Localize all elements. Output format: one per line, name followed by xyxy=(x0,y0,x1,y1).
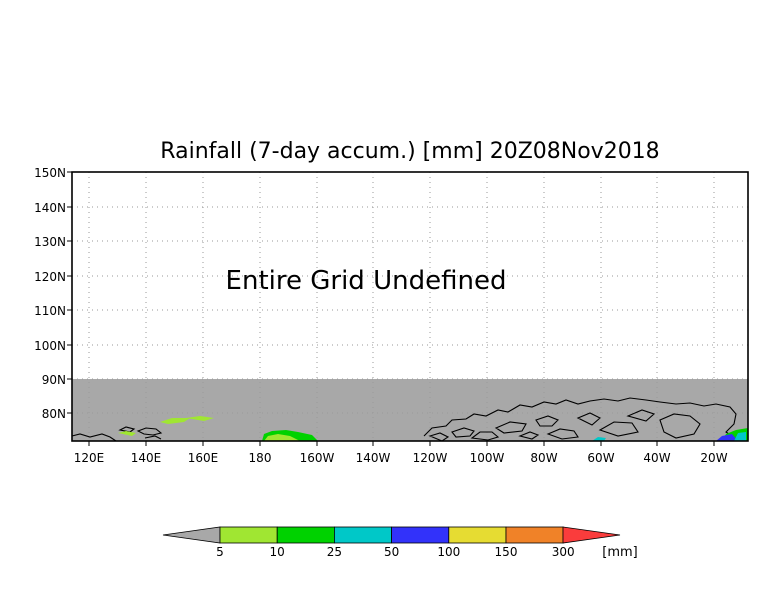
rain-patch-kurils xyxy=(118,416,214,436)
colorbar-tick-label: 150 xyxy=(495,545,518,559)
colorbar-tick-label: 50 xyxy=(384,545,399,559)
colorbar-bin xyxy=(391,526,450,544)
latitude-label: 90N xyxy=(42,373,66,387)
colorbar-above-triangle xyxy=(562,526,621,544)
coastline-greenland-east xyxy=(659,413,701,439)
longitude-label: 140W xyxy=(356,451,391,465)
colorbar-bin xyxy=(333,526,392,544)
colorbar-tick-labels: 5 10 25 50 100 150 300 xyxy=(216,545,574,559)
rainfall-patches xyxy=(118,416,748,441)
coastline-outlines xyxy=(71,397,749,442)
latitude-label: 100N xyxy=(34,339,66,353)
colorbar-tick-label: 25 xyxy=(327,545,342,559)
rain-patch-greenland-east-mid xyxy=(734,432,746,441)
map-panel xyxy=(71,171,749,442)
latitude-label: 140N xyxy=(34,201,66,215)
colorbar-bin xyxy=(219,526,278,544)
longitude-label: 40W xyxy=(643,451,670,465)
colorbar-bin xyxy=(276,526,335,544)
rain-patch-greenland-east-heavy xyxy=(716,434,738,441)
undefined-data-band xyxy=(72,379,748,441)
coastline-arctic-islands xyxy=(428,409,656,442)
latitude-label: 80N xyxy=(42,407,66,421)
colorbar-tick-label: 5 xyxy=(216,545,224,559)
longitude-label: 120E xyxy=(74,451,105,465)
latitude-label: 150N xyxy=(34,166,66,180)
longitude-label: 160W xyxy=(300,451,335,465)
colorbar-legend: 5 10 25 50 100 150 300 [mm] xyxy=(162,526,638,560)
latitude-label: 110N xyxy=(34,304,66,318)
rain-patch-bering-light xyxy=(264,434,300,441)
longitude-label: 160E xyxy=(188,451,219,465)
colorbar-tick-label: 300 xyxy=(552,545,575,559)
latitude-label: 130N xyxy=(34,235,66,249)
map-title: Rainfall (7-day accum.) [mm] 20Z08Nov201… xyxy=(160,139,659,164)
colorbar-bin xyxy=(448,526,507,544)
longitude-label: 100W xyxy=(470,451,505,465)
longitude-label: 140E xyxy=(131,451,162,465)
rain-patch-labrador xyxy=(592,437,606,441)
latitude-label: 120N xyxy=(34,270,66,284)
colorbar-bin xyxy=(505,526,564,544)
colorbar-tick-label: 100 xyxy=(437,545,460,559)
coastline-greenland-arctic-canada xyxy=(423,397,749,439)
longitude-label: 60W xyxy=(587,451,614,465)
longitude-label: 20W xyxy=(700,451,727,465)
colorbar-bins xyxy=(219,526,564,544)
longitude-label: 120W xyxy=(413,451,448,465)
longitude-labels: 120E 140E 160E 180 160W 140W 120W 100W 80W 60W 40W… xyxy=(74,441,728,465)
colorbar-tick-label: 10 xyxy=(270,545,285,559)
colorbar-unit: [mm] xyxy=(602,545,637,560)
colorbar-below-triangle xyxy=(162,526,221,544)
latitude-labels: 150N 140N 130N 120N 110N 100N 90N 80N xyxy=(34,166,72,421)
longitude-label: 80W xyxy=(530,451,557,465)
undefined-grid-message: Entire Grid Undefined xyxy=(226,266,507,296)
map-frame xyxy=(71,171,749,442)
longitude-label: 180 xyxy=(249,451,272,465)
coastline-asia xyxy=(71,433,117,442)
